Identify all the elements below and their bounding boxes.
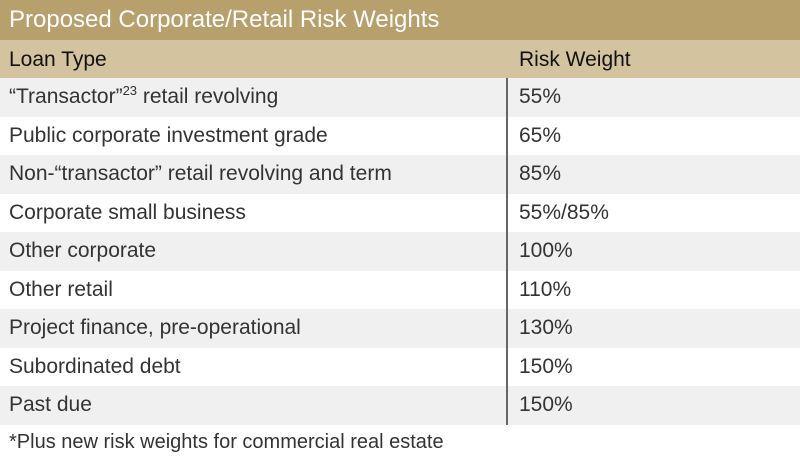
header-risk-weight: Risk Weight bbox=[519, 48, 631, 71]
risk-weight-cell: 150% bbox=[519, 354, 573, 378]
risk-weight-cell: 100% bbox=[519, 239, 573, 262]
loan-type-cell: Other retail bbox=[0, 270, 508, 309]
loan-type-text: Non-“transactor” retail revolving and te… bbox=[9, 162, 392, 185]
loan-type-text: Corporate small business bbox=[9, 200, 246, 224]
loan-type-text: Other corporate bbox=[9, 239, 157, 262]
loan-type-cell: Public corporate investment grade bbox=[0, 116, 508, 155]
loan-type-text: Subordinated debt bbox=[9, 354, 181, 378]
table-row: Past due 150% bbox=[0, 386, 800, 425]
table-row: Other retail 110% bbox=[0, 270, 800, 309]
loan-type-cell: “Transactor”23 retail revolving bbox=[0, 78, 508, 117]
risk-weight-cell: 85% bbox=[519, 162, 562, 185]
loan-type-cell: Non-“transactor” retail revolving and te… bbox=[0, 155, 508, 194]
table-row: Non-“transactor” retail revolving and te… bbox=[0, 155, 800, 194]
table-row: Other corporate 100% bbox=[0, 232, 800, 271]
risk-weight-cell: 55% bbox=[519, 85, 562, 108]
loan-type-text: Past due bbox=[9, 393, 92, 416]
risk-weight-cell: 110% bbox=[519, 277, 572, 301]
footnote: *Plus new risk weights for commercial re… bbox=[9, 430, 444, 453]
risk-weight-cell: 65% bbox=[519, 123, 562, 147]
table-body: “Transactor”23 retail revolving 55% Public… bbox=[0, 78, 800, 425]
table-row: Corporate small business 55%/85% bbox=[0, 193, 800, 232]
risk-weight-cell: 150% bbox=[519, 393, 573, 416]
loan-type-cell: Past due bbox=[0, 386, 508, 425]
table-row: “Transactor”23 retail revolving 55% bbox=[0, 78, 800, 117]
table-row: Project finance, pre-operational 130% bbox=[0, 309, 800, 348]
loan-type-cell: Other corporate bbox=[0, 232, 508, 271]
risk-weight-cell: 130% bbox=[519, 316, 573, 339]
loan-type-cell: Corporate small business bbox=[0, 193, 508, 232]
table-title: Proposed Corporate/Retail Risk Weights bbox=[0, 0, 800, 40]
header-loan-type: Loan Type bbox=[9, 48, 107, 71]
footnote-ref: 23 bbox=[122, 83, 138, 98]
loan-type-text: Public corporate investment grade bbox=[9, 123, 328, 147]
loan-type-text-cont: retail revolving bbox=[137, 85, 279, 108]
loan-type-text: “Transactor” bbox=[9, 85, 123, 108]
table-row: Subordinated debt 150% bbox=[0, 347, 800, 386]
table-row: Public corporate investment grade 65% bbox=[0, 116, 800, 155]
loan-type-cell: Subordinated debt bbox=[0, 347, 508, 386]
loan-type-cell: Project finance, pre-operational bbox=[0, 309, 508, 348]
loan-type-text: Other retail bbox=[9, 277, 113, 301]
table-header: Loan Type Risk Weight bbox=[0, 40, 800, 78]
risk-weight-cell: 55%/85% bbox=[519, 200, 609, 224]
loan-type-text: Project finance, pre-operational bbox=[9, 316, 301, 339]
